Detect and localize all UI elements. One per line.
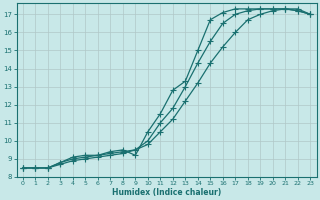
X-axis label: Humidex (Indice chaleur): Humidex (Indice chaleur) [112,188,221,197]
